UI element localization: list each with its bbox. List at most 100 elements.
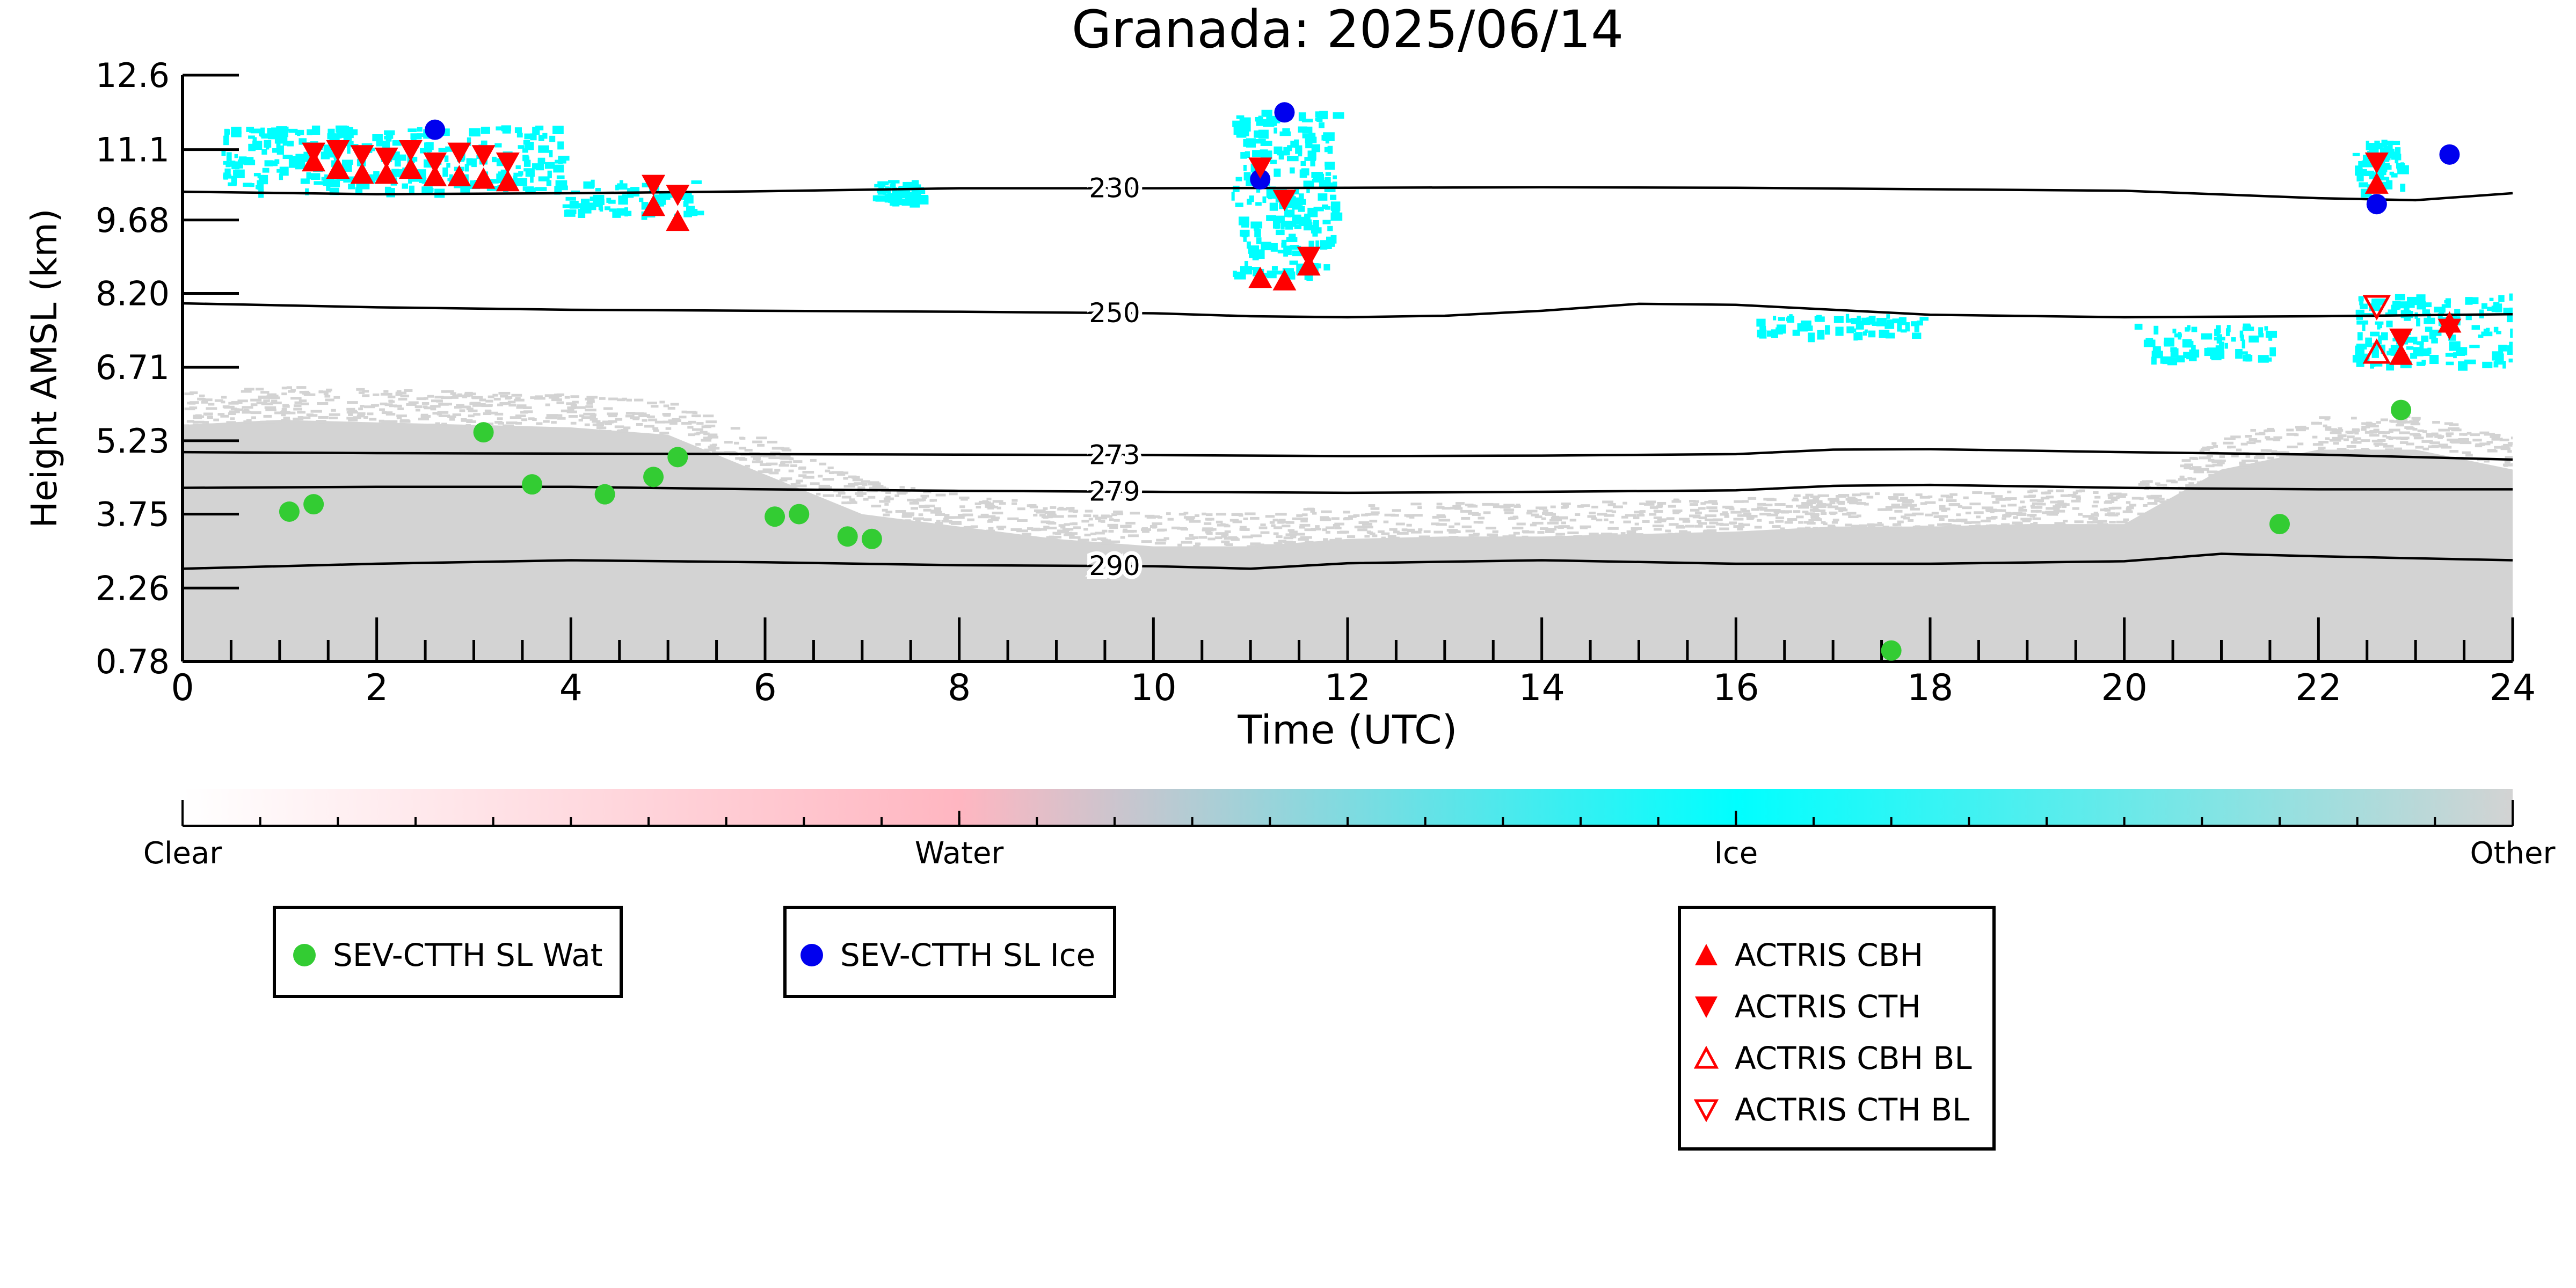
other-speckle bbox=[1526, 512, 1533, 515]
x-tick-label: 14 bbox=[1518, 667, 1565, 709]
other-speckle bbox=[2057, 510, 2065, 513]
other-speckle bbox=[1981, 519, 1991, 522]
ice-speckle bbox=[2502, 361, 2506, 369]
other-speckle bbox=[468, 414, 475, 418]
other-speckle bbox=[1915, 493, 1923, 497]
other-speckle bbox=[796, 479, 803, 483]
ice-speckle bbox=[297, 132, 301, 136]
other-speckle bbox=[1924, 501, 1936, 504]
ice-speckle bbox=[553, 164, 564, 173]
other-speckle bbox=[2116, 495, 2126, 498]
other-speckle bbox=[1786, 505, 1793, 508]
other-speckle bbox=[1831, 521, 1838, 524]
ice-speckle bbox=[288, 128, 298, 133]
other-speckle bbox=[1216, 520, 1223, 523]
ice-speckle bbox=[2489, 297, 2494, 302]
ice-speckle bbox=[331, 160, 338, 168]
other-speckle bbox=[1567, 526, 1574, 529]
other-speckle bbox=[2213, 445, 2218, 448]
ice-speckle bbox=[653, 194, 662, 199]
sev-ctth-sl-wat-marker bbox=[1881, 640, 1902, 661]
other-speckle bbox=[193, 414, 200, 418]
other-speckle bbox=[2386, 436, 2391, 439]
ice-speckle bbox=[2465, 297, 2473, 305]
isotherm-250-label: 250 bbox=[1089, 297, 1140, 329]
other-speckle bbox=[703, 432, 710, 435]
other-speckle bbox=[590, 415, 596, 418]
ice-speckle bbox=[2386, 351, 2394, 355]
ice-speckle bbox=[1884, 322, 1895, 329]
ice-speckle bbox=[530, 175, 534, 183]
other-speckle bbox=[1513, 505, 1521, 508]
other-speckle bbox=[884, 503, 889, 506]
other-speckle bbox=[1573, 535, 1583, 538]
ice-speckle bbox=[341, 159, 353, 165]
other-speckle bbox=[324, 395, 331, 398]
other-speckle bbox=[1343, 511, 1350, 514]
other-speckle bbox=[2091, 505, 2098, 508]
other-speckle bbox=[915, 520, 921, 523]
other-speckle bbox=[1358, 521, 1370, 524]
other-speckle bbox=[1264, 544, 1274, 547]
ice-speckle bbox=[1232, 120, 1242, 127]
other-speckle bbox=[1776, 520, 1784, 523]
other-speckle bbox=[2399, 431, 2410, 434]
legend-label: ACTRIS CTH BL bbox=[1735, 1091, 1970, 1128]
other-speckle bbox=[1607, 503, 1615, 506]
ice-speckle bbox=[638, 198, 644, 202]
other-speckle bbox=[623, 426, 631, 430]
other-speckle bbox=[1763, 504, 1773, 507]
ice-speckle bbox=[1313, 144, 1319, 151]
other-speckle bbox=[498, 391, 511, 395]
other-speckle bbox=[617, 398, 625, 402]
other-speckle bbox=[1348, 515, 1357, 518]
other-speckle bbox=[692, 411, 698, 414]
sev-ctth-sl-ice-marker bbox=[2439, 144, 2460, 165]
ice-speckle bbox=[290, 156, 300, 162]
other-speckle bbox=[465, 424, 471, 427]
other-speckle bbox=[1180, 528, 1189, 531]
other-speckle bbox=[2377, 439, 2386, 442]
other-speckle bbox=[400, 395, 410, 398]
other-speckle bbox=[1113, 510, 1123, 513]
other-speckle bbox=[1835, 494, 1846, 498]
other-speckle bbox=[868, 496, 876, 499]
ice-speckle bbox=[307, 129, 312, 135]
other-speckle bbox=[1689, 500, 1696, 503]
other-speckle bbox=[1454, 522, 1460, 526]
ice-speckle bbox=[335, 125, 347, 133]
ice-speckle bbox=[2358, 161, 2363, 169]
other-speckle bbox=[1225, 543, 1233, 547]
other-speckle bbox=[2325, 428, 2336, 431]
other-speckle bbox=[1697, 520, 1701, 523]
other-speckle bbox=[923, 508, 932, 512]
other-speckle bbox=[998, 527, 1004, 530]
other-speckle bbox=[944, 516, 955, 519]
ice-speckle bbox=[558, 158, 563, 164]
actris-cbh-marker bbox=[2389, 343, 2413, 365]
isotherm-250-line bbox=[182, 302, 2513, 319]
colorbar-label: Other bbox=[2470, 836, 2556, 871]
ice-speckle bbox=[2258, 333, 2264, 338]
ice-speckle bbox=[1250, 267, 1260, 271]
other-speckle bbox=[2220, 459, 2226, 462]
other-speckle bbox=[1141, 530, 1150, 533]
ice-speckle bbox=[1261, 242, 1271, 251]
other-speckle bbox=[2072, 507, 2079, 510]
other-speckle bbox=[497, 417, 503, 420]
ice-speckle bbox=[1255, 202, 1262, 206]
other-speckle bbox=[1232, 513, 1243, 516]
other-speckle bbox=[810, 482, 820, 485]
other-speckle bbox=[2245, 435, 2251, 438]
other-speckle bbox=[1928, 524, 1935, 527]
ice-speckle bbox=[2362, 322, 2366, 331]
other-speckle bbox=[2047, 489, 2054, 492]
other-speckle bbox=[396, 416, 402, 419]
ice-speckle bbox=[514, 127, 522, 134]
ice-speckle bbox=[329, 135, 340, 141]
other-speckle bbox=[1673, 498, 1679, 501]
other-speckle bbox=[452, 394, 462, 397]
other-speckle bbox=[2441, 446, 2452, 449]
other-speckle bbox=[487, 411, 498, 414]
ice-speckle bbox=[606, 198, 612, 203]
